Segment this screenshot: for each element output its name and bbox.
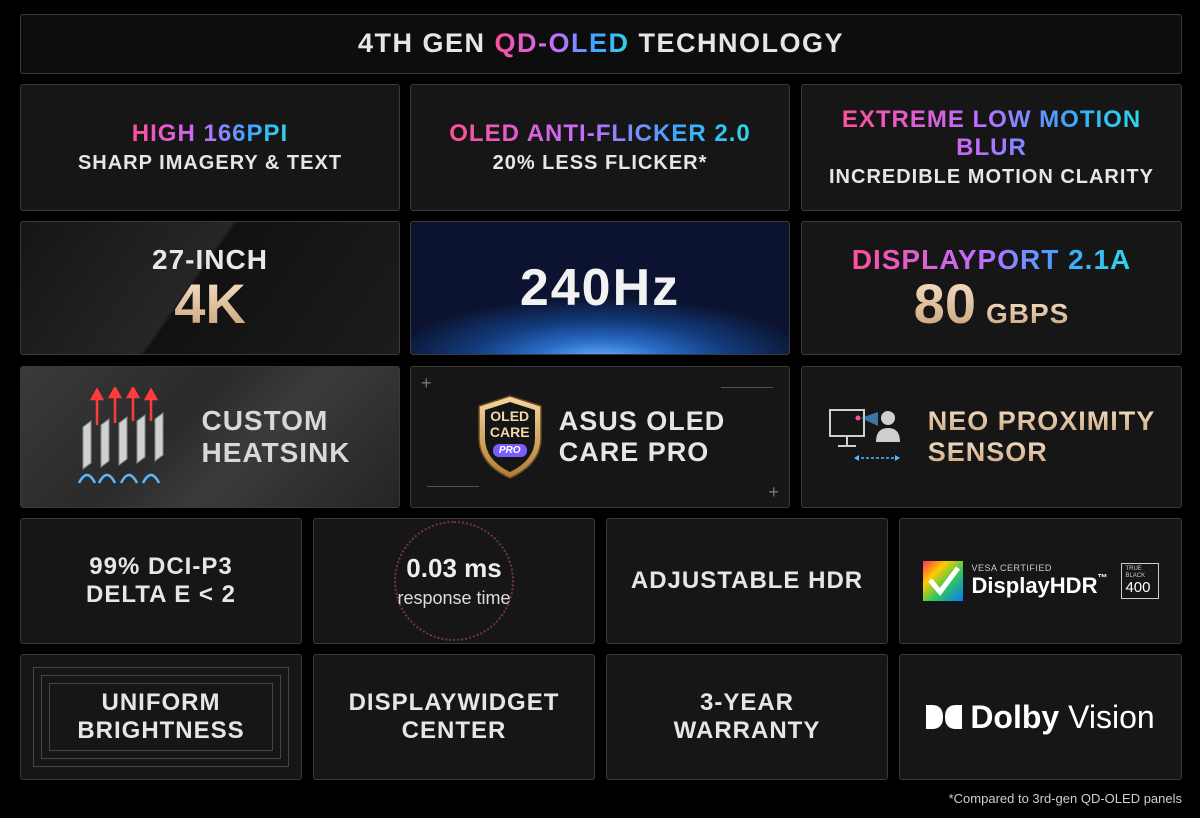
vesa-certified-label: VESA CERTIFIED [971, 563, 1052, 573]
response-time-label: response time [397, 588, 511, 608]
tile-response-time: 0.03 ms response time [313, 518, 595, 644]
widget-line2: CENTER [401, 717, 507, 744]
tile-adjustable-hdr: ADJUSTABLE HDR [606, 518, 888, 644]
true-label: TRUE [1125, 566, 1142, 572]
uniform-line2: BRIGHTNESS [77, 717, 245, 744]
tile-displayhdr: VESA CERTIFIED DisplayHDR™ TRUE BLACK 40… [899, 518, 1182, 644]
displayport-label: DISPLAYPORT 2.1a [851, 243, 1132, 275]
dolby-logo-icon [926, 705, 963, 729]
badge-care: CARE [489, 424, 530, 440]
divider [721, 387, 773, 388]
proximity-line1: NEO PROXIMITY [927, 405, 1156, 436]
hdr-level: 400 [1125, 579, 1151, 596]
black-label: BLACK [1125, 573, 1146, 579]
widget-line1: DISPLAYWIDGET [348, 689, 560, 717]
adjustable-hdr-label: ADJUSTABLE HDR [630, 567, 864, 595]
badge-pro: PRO [492, 444, 527, 457]
ppi-heading: HIGH 166PPI [131, 120, 289, 148]
tile-refresh-rate: 240Hz [410, 221, 790, 355]
anti-flicker-subheading: 20% LESS FLICKER* [492, 151, 708, 174]
resolution-label: 4K [174, 272, 246, 336]
title-banner: 4TH GEN QD-OLED TECHNOLOGY [20, 14, 1182, 74]
motion-blur-subheading: INCREDIBLE MOTION CLARITY [829, 165, 1154, 188]
bandwidth-row: 80 GBPS [914, 276, 1070, 332]
tile-motion-blur: EXTREME LOW MOTION BLUR INCREDIBLE MOTIO… [801, 84, 1182, 211]
heatsink-line1: CUSTOM [201, 404, 329, 436]
proximity-sensor-icon [828, 409, 900, 461]
tile-color-accuracy: 99% DCI-P3 DELTA E < 2 [20, 518, 302, 644]
warranty-line1: 3-YEAR [699, 689, 795, 717]
frames-decoration [33, 667, 289, 767]
divider [427, 486, 479, 487]
ppi-subheading: SHARP IMAGERY & TEXT [77, 151, 343, 174]
plus-icon: + [421, 373, 432, 393]
proximity-line2: SENSOR [928, 437, 1156, 468]
tile-dolby-vision: Dolby Vision [899, 654, 1182, 780]
response-ring-icon [394, 521, 514, 641]
true-black-badge: TRUE BLACK 400 [1121, 563, 1160, 599]
displayhdr-brand: DisplayHDR [971, 573, 1098, 598]
heatsink-line2: HEATSINK [201, 437, 351, 468]
tile-displaywidget: DISPLAYWIDGET CENTER [313, 654, 595, 780]
heatsink-icon [78, 387, 164, 484]
anti-flicker-heading: OLED ANTI-FLICKER 2.0 [449, 120, 751, 148]
title-suffix: TECHNOLOGY [629, 28, 845, 59]
bandwidth-value: 80 [913, 272, 976, 336]
tile-ppi: HIGH 166PPI SHARP IMAGERY & TEXT [20, 84, 400, 211]
tile-heatsink: CUSTOM HEATSINK [20, 366, 400, 508]
footnote: *Compared to 3rd-gen QD-OLED panels [948, 791, 1182, 806]
dolby-brand: Dolby [970, 698, 1060, 735]
title-highlight: QD-OLED [494, 28, 630, 59]
refresh-rate-label: 240Hz [519, 259, 681, 317]
tile-proximity-sensor: NEO PROXIMITY SENSOR [801, 366, 1182, 508]
tile-displayport: DISPLAYPORT 2.1a 80 GBPS [801, 221, 1182, 355]
vision-brand: Vision [1068, 698, 1155, 735]
badge-oled: OLED [490, 408, 530, 424]
title-prefix: 4TH GEN [357, 28, 495, 59]
color-gamut-label: 99% DCI-P3 [89, 553, 233, 581]
plus-icon: + [768, 482, 779, 502]
oled-care-pro-shield-icon: OLED CARE PRO [475, 394, 545, 480]
uniform-line1: UNIFORM [101, 689, 221, 717]
tile-oled-care: + + OLED CARE PRO ASUS OLED CARE PRO [410, 366, 790, 508]
oled-care-line1: ASUS OLED [558, 405, 726, 436]
oled-care-line2: CARE PRO [558, 437, 710, 467]
displayhdr-logo-icon [922, 561, 963, 601]
tile-screen-size: 27-INCH 4K [20, 221, 400, 355]
delta-e-label: DELTA E < 2 [86, 581, 236, 608]
trademark-mark: ™ [1097, 573, 1108, 584]
screen-size-label: 27-INCH [152, 243, 268, 275]
bandwidth-unit: GBPS [985, 298, 1070, 330]
tile-anti-flicker: OLED ANTI-FLICKER 2.0 20% LESS FLICKER* [410, 84, 790, 211]
response-time-value: 0.03 ms [406, 553, 502, 583]
warranty-line2: WARRANTY [673, 717, 821, 744]
motion-blur-heading: EXTREME LOW MOTION BLUR [841, 106, 1142, 161]
tile-uniform-brightness: UNIFORM BRIGHTNESS [20, 654, 302, 780]
page-title: 4TH GEN QD-OLED TECHNOLOGY [358, 28, 844, 59]
tile-warranty: 3-YEAR WARRANTY [606, 654, 888, 780]
